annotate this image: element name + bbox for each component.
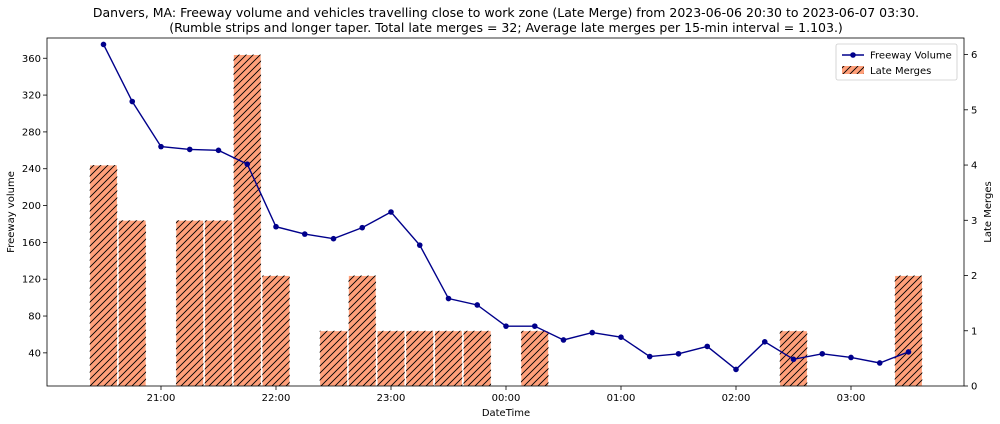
freeway-volume-point (129, 98, 136, 105)
freeway-volume-point (215, 147, 222, 154)
y-right-axis-ticks: 0 1 2 3 4 5 6 (964, 50, 977, 393)
freeway-volume-line (100, 41, 912, 373)
freeway-volume-point (388, 209, 394, 215)
y-right-tick-label: 3 (971, 216, 977, 227)
y-right-tick-label: 0 (971, 382, 977, 393)
freeway-volume-point (704, 343, 711, 350)
x-tick-label: 02:00 (722, 393, 751, 404)
freeway-volume-point (819, 350, 826, 357)
y-left-tick-label: 240 (22, 164, 41, 175)
x-axis-ticks: 21:00 22:00 23:00 00:00 01:00 02:00 03:00 (147, 386, 866, 404)
freeway-volume-point (531, 323, 538, 329)
x-tick-label: 00:00 (492, 393, 521, 404)
y-left-axis-label: Freeway volume (6, 171, 17, 253)
y-left-tick-label: 280 (22, 127, 41, 138)
late-merge-bar-hatch (319, 330, 348, 386)
freeway-volume-point (790, 356, 797, 363)
y-left-tick-label: 320 (22, 91, 41, 102)
freeway-volume-point (761, 339, 768, 345)
freeway-volume-point (186, 146, 193, 153)
y-left-tick-label: 360 (22, 54, 41, 65)
legend-label-late-merges: Late Merges (870, 66, 931, 77)
late-merge-bar-hatch (463, 330, 492, 386)
legend: Freeway Volume Late Merges (835, 43, 958, 81)
legend-box (835, 43, 958, 81)
late-merge-bar-hatch (204, 220, 233, 386)
freeway-volume-point (905, 349, 912, 355)
freeway-volume-point (876, 360, 883, 366)
freeway-volume-point (646, 353, 653, 360)
freeway-volume-point (100, 41, 107, 48)
chart-title: Danvers, MA: Freeway volume and vehicles… (93, 5, 919, 20)
y-left-tick-label: 120 (22, 275, 41, 286)
legend-line-marker (850, 52, 856, 58)
freeway-volume-point (273, 223, 279, 230)
late-merge-bar-hatch (118, 220, 147, 386)
y-right-tick-label: 1 (971, 326, 977, 337)
freeway-volume-point (589, 329, 596, 336)
freeway-volume-point (474, 302, 481, 308)
freeway-volume-point (359, 224, 366, 231)
late-merge-bar-hatch (405, 330, 434, 386)
y-left-axis-ticks: 40 80 120 160 200 240 280 320 360 (22, 54, 47, 359)
x-axis-label: DateTime (482, 408, 530, 419)
late-merge-bar-hatch (434, 330, 463, 386)
freeway-volume-point (503, 323, 509, 329)
late-merge-bars (89, 54, 923, 387)
y-right-tick-label: 4 (971, 161, 977, 172)
freeway-volume-point (848, 354, 854, 361)
freeway-volume-point (560, 337, 567, 343)
y-left-tick-label: 160 (22, 238, 41, 249)
y-right-tick-label: 6 (971, 50, 977, 61)
chart-subtitle: (Rumble strips and longer taper. Total l… (169, 20, 843, 35)
y-left-tick-label: 80 (28, 312, 41, 323)
x-tick-label: 01:00 (607, 393, 636, 404)
freeway-volume-point (445, 295, 452, 302)
x-tick-label: 03:00 (837, 393, 866, 404)
late-merge-bar-hatch (348, 275, 377, 386)
legend-bar-hatch (842, 66, 864, 74)
plot-frame (46, 37, 965, 387)
freeway-volume-point (733, 366, 739, 373)
freeway-volume-point (675, 350, 682, 357)
freeway-volume-point (416, 242, 423, 248)
late-merge-bar-hatch (233, 54, 262, 386)
late-merge-bar-hatch (175, 220, 204, 386)
freeway-volume-point (244, 161, 251, 167)
freeway-volume-point (618, 334, 624, 341)
legend-label-freeway-volume: Freeway Volume (870, 51, 952, 62)
late-merge-bar-hatch (377, 330, 405, 386)
late-merge-bar-hatch (262, 275, 290, 386)
y-right-axis-label: Late Merges (983, 181, 994, 242)
x-tick-label: 23:00 (377, 393, 406, 404)
y-left-tick-label: 40 (28, 348, 41, 359)
late-merge-bar-hatch (520, 330, 549, 386)
y-right-tick-label: 2 (971, 271, 977, 282)
y-right-tick-label: 5 (971, 105, 977, 116)
x-tick-label: 22:00 (262, 393, 291, 404)
freeway-volume-point (301, 231, 308, 237)
freeway-volume-point (330, 235, 337, 242)
y-left-tick-label: 200 (22, 201, 41, 212)
late-merge-bar-hatch (894, 275, 923, 386)
freeway-volume-point (158, 143, 164, 150)
late-merge-bar-hatch (89, 165, 118, 386)
x-tick-label: 21:00 (147, 393, 176, 404)
